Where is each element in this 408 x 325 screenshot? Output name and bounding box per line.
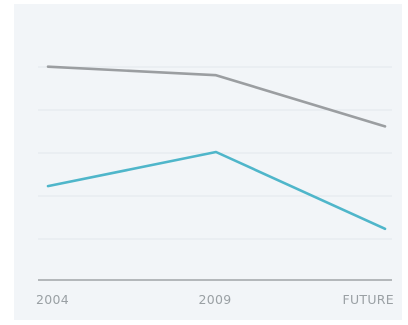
x-tick-label: 2009 [198,292,231,307]
x-tick-label: 2004 [36,292,69,307]
series-lines [46,65,387,231]
series-line-1 [46,65,387,128]
x-tick-labels: 2004 2009 FUTURE [36,292,394,307]
chart-card [14,4,402,320]
x-tick-label: FUTURE [342,292,394,307]
series-line-2 [46,150,387,231]
